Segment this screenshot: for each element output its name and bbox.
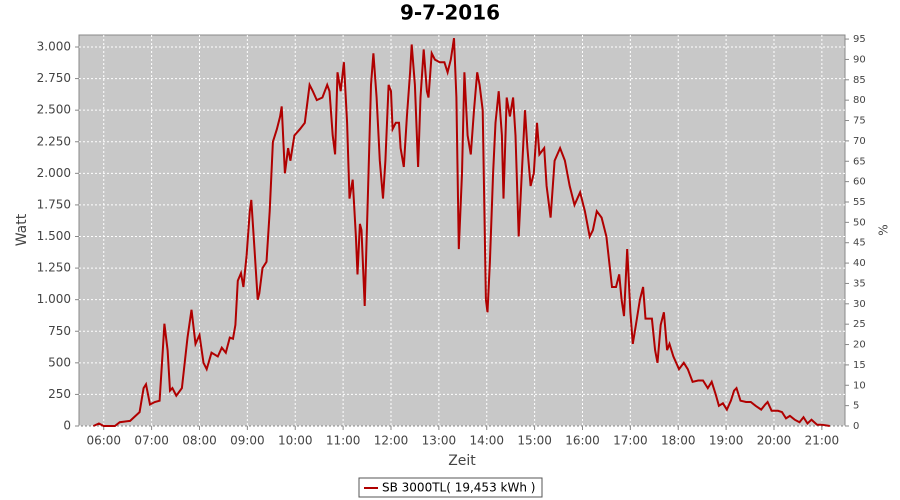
y2-tick-label: 85 — [853, 75, 866, 86]
x-tick-label: 21:00 — [805, 434, 840, 448]
y2-tick-label: 15 — [853, 360, 866, 371]
y2-tick-label: 45 — [853, 238, 866, 249]
x-tick-label: 09:00 — [230, 434, 265, 448]
y2-tick-label: 5 — [853, 401, 859, 412]
x-tick-label: 18:00 — [661, 434, 696, 448]
plot-area — [78, 34, 846, 427]
y-tick-label: 2.000 — [37, 166, 71, 180]
y-tick-label: 1.000 — [37, 292, 71, 306]
y2-tick-label: 50 — [853, 217, 866, 228]
x-tick-label: 06:00 — [86, 434, 121, 448]
y-tick-label: 1.500 — [37, 229, 71, 243]
x-tick-label: 13:00 — [422, 434, 457, 448]
y-tick-label: 250 — [48, 387, 71, 401]
y2-tick-label: 30 — [853, 299, 866, 310]
x-tick-label: 08:00 — [182, 434, 217, 448]
legend — [358, 477, 543, 498]
x-tick-label: 11:00 — [326, 434, 361, 448]
y-tick-label: 1.250 — [37, 261, 71, 275]
y2-tick-label: 65 — [853, 156, 866, 167]
y2-tick-label: 60 — [853, 177, 866, 188]
y2-tick-label: 70 — [853, 136, 866, 147]
y-tick-label: 3.000 — [37, 40, 71, 54]
y2-tick-label: 90 — [853, 54, 866, 65]
series-line — [92, 38, 830, 427]
y2-tick-label: 75 — [853, 116, 866, 127]
y2-tick-label: 80 — [853, 95, 866, 106]
y-tick-label: 0 — [63, 419, 71, 433]
x-tick-label: 16:00 — [565, 434, 600, 448]
y-tick-label: 2.500 — [37, 103, 71, 117]
legend-label: SB 3000TL( 19,453 kWh ) — [382, 481, 535, 495]
y2-tick-label: 0 — [853, 421, 859, 432]
x-tick-label: 14:00 — [469, 434, 504, 448]
x-axis-label: Zeit — [448, 453, 476, 469]
chart-title: 9-7-2016 — [400, 1, 500, 25]
y2-tick-label: 55 — [853, 197, 866, 208]
y-tick-label: 1.750 — [37, 197, 71, 211]
y2-tick-label: 25 — [853, 319, 866, 330]
y2-tick-label: 95 — [853, 34, 866, 45]
x-tick-label: 10:00 — [278, 434, 313, 448]
y2-tick-label: 20 — [853, 340, 866, 351]
x-tick-label: 20:00 — [757, 434, 792, 448]
x-tick-label: 19:00 — [709, 434, 744, 448]
y2-tick-label: 35 — [853, 278, 866, 289]
y-tick-label: 750 — [48, 324, 71, 338]
x-tick-label: 12:00 — [374, 434, 409, 448]
x-tick-label: 17:00 — [613, 434, 648, 448]
y-tick-label: 2.750 — [37, 71, 71, 85]
x-tick-label: 07:00 — [134, 434, 169, 448]
y-tick-label: 500 — [48, 355, 71, 369]
y2-tick-label: 10 — [853, 380, 866, 391]
y2-axis-label: % — [877, 224, 891, 235]
y-tick-label: 2.250 — [37, 134, 71, 148]
x-tick-label: 15:00 — [517, 434, 552, 448]
y2-tick-label: 40 — [853, 258, 866, 269]
y-axis-label: Watt — [14, 213, 30, 246]
